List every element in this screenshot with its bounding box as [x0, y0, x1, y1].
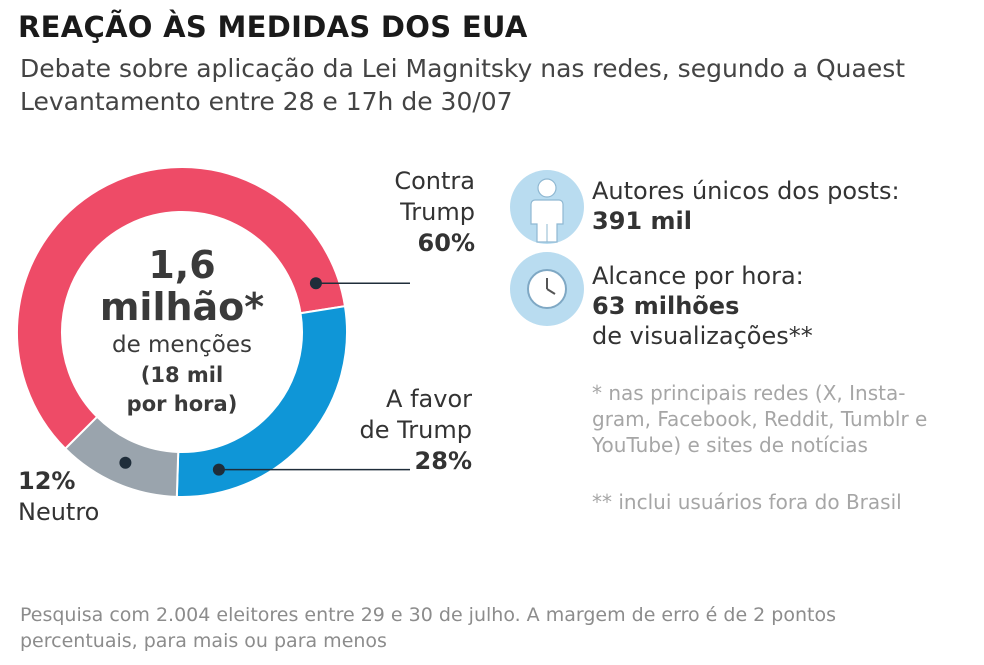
stat-reach-label: Alcance por hora:: [592, 262, 804, 290]
donut-chart: 1,6 milhão* de menções (18 mil por hora): [16, 166, 410, 498]
clock-icon: [510, 252, 584, 326]
footnote-networks: * nas principais redes (X, Insta- gram, …: [592, 380, 927, 458]
slice-percent: 28%: [414, 447, 472, 475]
slice-name-line: Contra: [394, 167, 475, 195]
stat-authors: Autores únicos dos posts: 391 mil: [592, 176, 900, 236]
slice-percent: 60%: [417, 229, 475, 257]
slice-name-line: A favor: [386, 385, 472, 413]
center-label: de menções: [112, 332, 252, 358]
footnote-line: YouTube) e sites de notícias: [592, 433, 868, 457]
chart-title: REAÇÃO ÀS MEDIDAS DOS EUA: [18, 10, 528, 44]
donut-slice-neutro: [63, 415, 180, 498]
donut-slice-contra-trump: [16, 166, 347, 451]
stat-reach-value: 63 milhões: [592, 292, 740, 320]
stat-authors-label: Autores únicos dos posts:: [592, 177, 900, 205]
leader-dot-neutro: [119, 456, 132, 469]
chart-survey-period: Levantamento entre 28 e 17h de 30/07: [20, 87, 513, 116]
slice-label-neutro: 12% Neutro: [18, 466, 99, 528]
center-rate-line1: (18 mil: [141, 363, 223, 387]
footnote-users: ** inclui usuários fora do Brasil: [592, 490, 902, 514]
slice-name-line: de Trump: [359, 416, 472, 444]
stat-authors-value: 391 mil: [592, 207, 692, 235]
methodology-line: percentuais, para mais ou para menos: [20, 630, 387, 652]
chart-subtitle: Debate sobre aplicação da Lei Magnitsky …: [20, 54, 906, 83]
center-value-line1: 1,6: [148, 243, 215, 287]
slice-label-contra-trump: Contra Trump 60%: [394, 166, 475, 259]
person-icon: [510, 170, 584, 244]
center-rate-line2: por hora): [127, 392, 238, 416]
stat-reach: Alcance por hora: 63 milhões de visualiz…: [592, 261, 813, 351]
footnote-line: * nas principais redes (X, Insta-: [592, 381, 906, 405]
slice-name-line: Trump: [400, 198, 475, 226]
center-value-line2: milhão*: [100, 285, 264, 329]
footnote-line: gram, Facebook, Reddit, Tumblr e: [592, 407, 928, 431]
slice-percent: 12%: [18, 467, 76, 495]
methodology-note: Pesquisa com 2.004 eleitores entre 29 e …: [20, 602, 970, 654]
slice-label-a-favor: A favor de Trump 28%: [360, 384, 472, 477]
slice-name-line: Neutro: [18, 498, 100, 526]
methodology-line: Pesquisa com 2.004 eleitores entre 29 e …: [20, 604, 837, 626]
stat-reach-unit: de visualizações**: [592, 322, 813, 350]
